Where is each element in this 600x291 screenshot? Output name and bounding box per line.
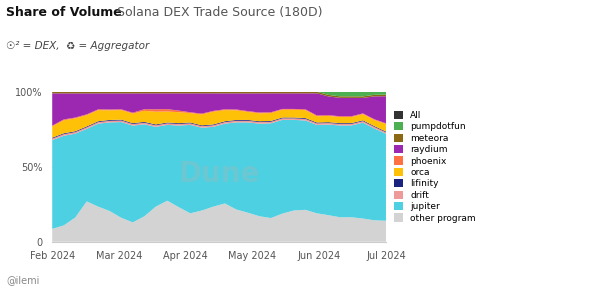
- Text: Share of Volume: Share of Volume: [6, 6, 122, 19]
- Legend: All, pumpdotfun, meteora, raydium, phoenix, orca, lifinity, drift, jupiter, othe: All, pumpdotfun, meteora, raydium, phoen…: [394, 111, 476, 223]
- Text: ☉² = DEX,  ♻ = Aggregator: ☉² = DEX, ♻ = Aggregator: [6, 41, 149, 51]
- Text: Solana DEX Trade Source (180D): Solana DEX Trade Source (180D): [105, 6, 323, 19]
- Text: @ilemi: @ilemi: [6, 275, 40, 285]
- Text: Dune: Dune: [178, 160, 260, 188]
